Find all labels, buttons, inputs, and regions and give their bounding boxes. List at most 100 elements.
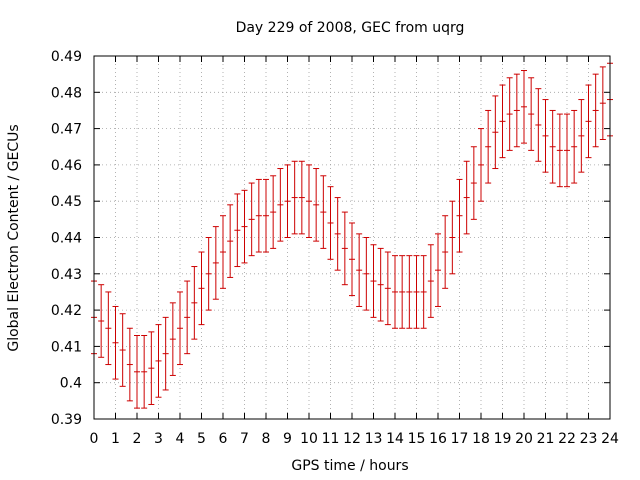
error-bar-point [112, 305, 119, 380]
error-bar-point [542, 99, 549, 173]
error-bar-point [191, 266, 198, 340]
y-tick-label: 0.45 [51, 194, 82, 210]
y-tick-label: 0.49 [51, 49, 82, 65]
error-bar-point [98, 284, 105, 358]
error-bar-point [349, 222, 355, 297]
error-bar-point [513, 73, 520, 148]
error-bar-point [341, 211, 348, 286]
error-bar-point [298, 160, 305, 235]
x-tick-label: 0 [90, 431, 99, 447]
x-tick-label: 8 [262, 431, 271, 447]
x-axis-title: GPS time / hours [291, 458, 408, 474]
error-bar-point [399, 255, 406, 329]
y-tick-label: 0.48 [51, 85, 82, 101]
chart-title: Day 229 of 2008, GEC from uqrg [236, 20, 465, 36]
error-bar-point [248, 182, 255, 257]
error-bar-point [255, 178, 262, 253]
error-bar-point [155, 324, 162, 398]
error-bar-point [420, 255, 427, 329]
error-bar-point [334, 197, 341, 271]
x-tick-label: 4 [176, 431, 185, 447]
error-bar-point [578, 99, 585, 173]
error-bar-point [212, 226, 219, 300]
error-bar-point [284, 164, 291, 238]
x-tick-label: 9 [283, 431, 292, 447]
y-tick-label: 0.44 [51, 231, 82, 247]
x-tick-label: 3 [154, 431, 163, 447]
x-tick-label: 23 [580, 431, 598, 447]
error-bar-point [463, 160, 470, 235]
error-bar-point [456, 178, 463, 253]
x-tick-label: 14 [386, 431, 404, 447]
error-bar-point [449, 200, 456, 275]
y-tick-labels: 0.39 0.4 0.41 0.42 0.43 0.44 0.45 0.46 0.47 0.48 0… [51, 49, 82, 428]
x-tick-label: 13 [365, 431, 383, 447]
error-bar-point [126, 327, 133, 402]
x-tick-label: 19 [494, 431, 512, 447]
x-tick-label: 2 [133, 431, 142, 447]
error-bar-point [162, 316, 169, 391]
error-bar-point [442, 215, 449, 289]
error-bar-point [306, 164, 312, 238]
error-bar-point [198, 251, 205, 326]
error-bar-point [320, 175, 327, 249]
error-bar-point [478, 128, 484, 202]
x-tick-label: 1 [111, 431, 120, 447]
error-bar-point [470, 146, 477, 220]
error-bar-point [370, 244, 377, 318]
x-tick-label: 20 [515, 431, 533, 447]
error-bar-point [564, 113, 570, 188]
x-tick-labels: 0 1 2 3 4 5 6 7 8 9 10 11 12 13 14 15 16 17 18 19 20 21 22 23 24 [90, 431, 619, 447]
y-axis-title: Global Electron Content / GECUs [6, 124, 22, 351]
x-tick-label: 12 [343, 431, 361, 447]
error-bar-point [277, 168, 284, 242]
x-tick-label: 10 [300, 431, 318, 447]
error-bar-point [392, 255, 398, 329]
error-bar-point [119, 313, 126, 387]
error-bar-point [549, 109, 556, 184]
error-bar-point [592, 73, 599, 148]
error-bar-point [535, 88, 542, 162]
error-bar-point [227, 204, 234, 278]
error-bar-point [427, 244, 434, 318]
error-bar-point [291, 160, 298, 235]
error-bar-point [356, 233, 363, 307]
error-bar-point [177, 291, 183, 366]
error-bar-point [585, 84, 592, 159]
y-tick-label: 0.43 [51, 267, 82, 283]
error-bar-point [327, 186, 334, 260]
error-bar-point [205, 237, 212, 311]
error-bar-point [270, 175, 277, 249]
error-bar-point [363, 237, 370, 311]
y-tick-label: 0.47 [51, 122, 82, 138]
error-bar-point [241, 189, 248, 264]
x-tick-label: 21 [537, 431, 555, 447]
error-bar-point [105, 291, 112, 366]
error-bar-point [148, 331, 155, 405]
x-tick-label: 6 [219, 431, 228, 447]
x-tick-label: 17 [451, 431, 469, 447]
error-bar-point [506, 77, 513, 151]
x-tick-label: 15 [408, 431, 426, 447]
axis-ticks [93, 55, 611, 420]
error-bar-point [556, 113, 563, 188]
error-bar-point [528, 77, 535, 151]
error-bar-point [499, 84, 506, 159]
error-bar-point [384, 251, 391, 326]
error-bar-point [571, 109, 578, 184]
error-bar-point [492, 95, 499, 170]
error-bar-point [184, 280, 191, 355]
y-tick-label: 0.4 [60, 376, 82, 392]
series-gec [91, 62, 613, 409]
error-bar-point [313, 168, 320, 242]
error-bar-point [141, 335, 148, 409]
x-tick-label: 22 [558, 431, 576, 447]
y-tick-label: 0.42 [51, 303, 82, 319]
error-bar-point [377, 247, 384, 322]
x-tick-label: 24 [601, 431, 619, 447]
y-tick-label: 0.41 [51, 339, 82, 355]
error-bar-point [485, 109, 492, 184]
error-bar-point [413, 255, 420, 329]
x-tick-label: 11 [322, 431, 340, 447]
